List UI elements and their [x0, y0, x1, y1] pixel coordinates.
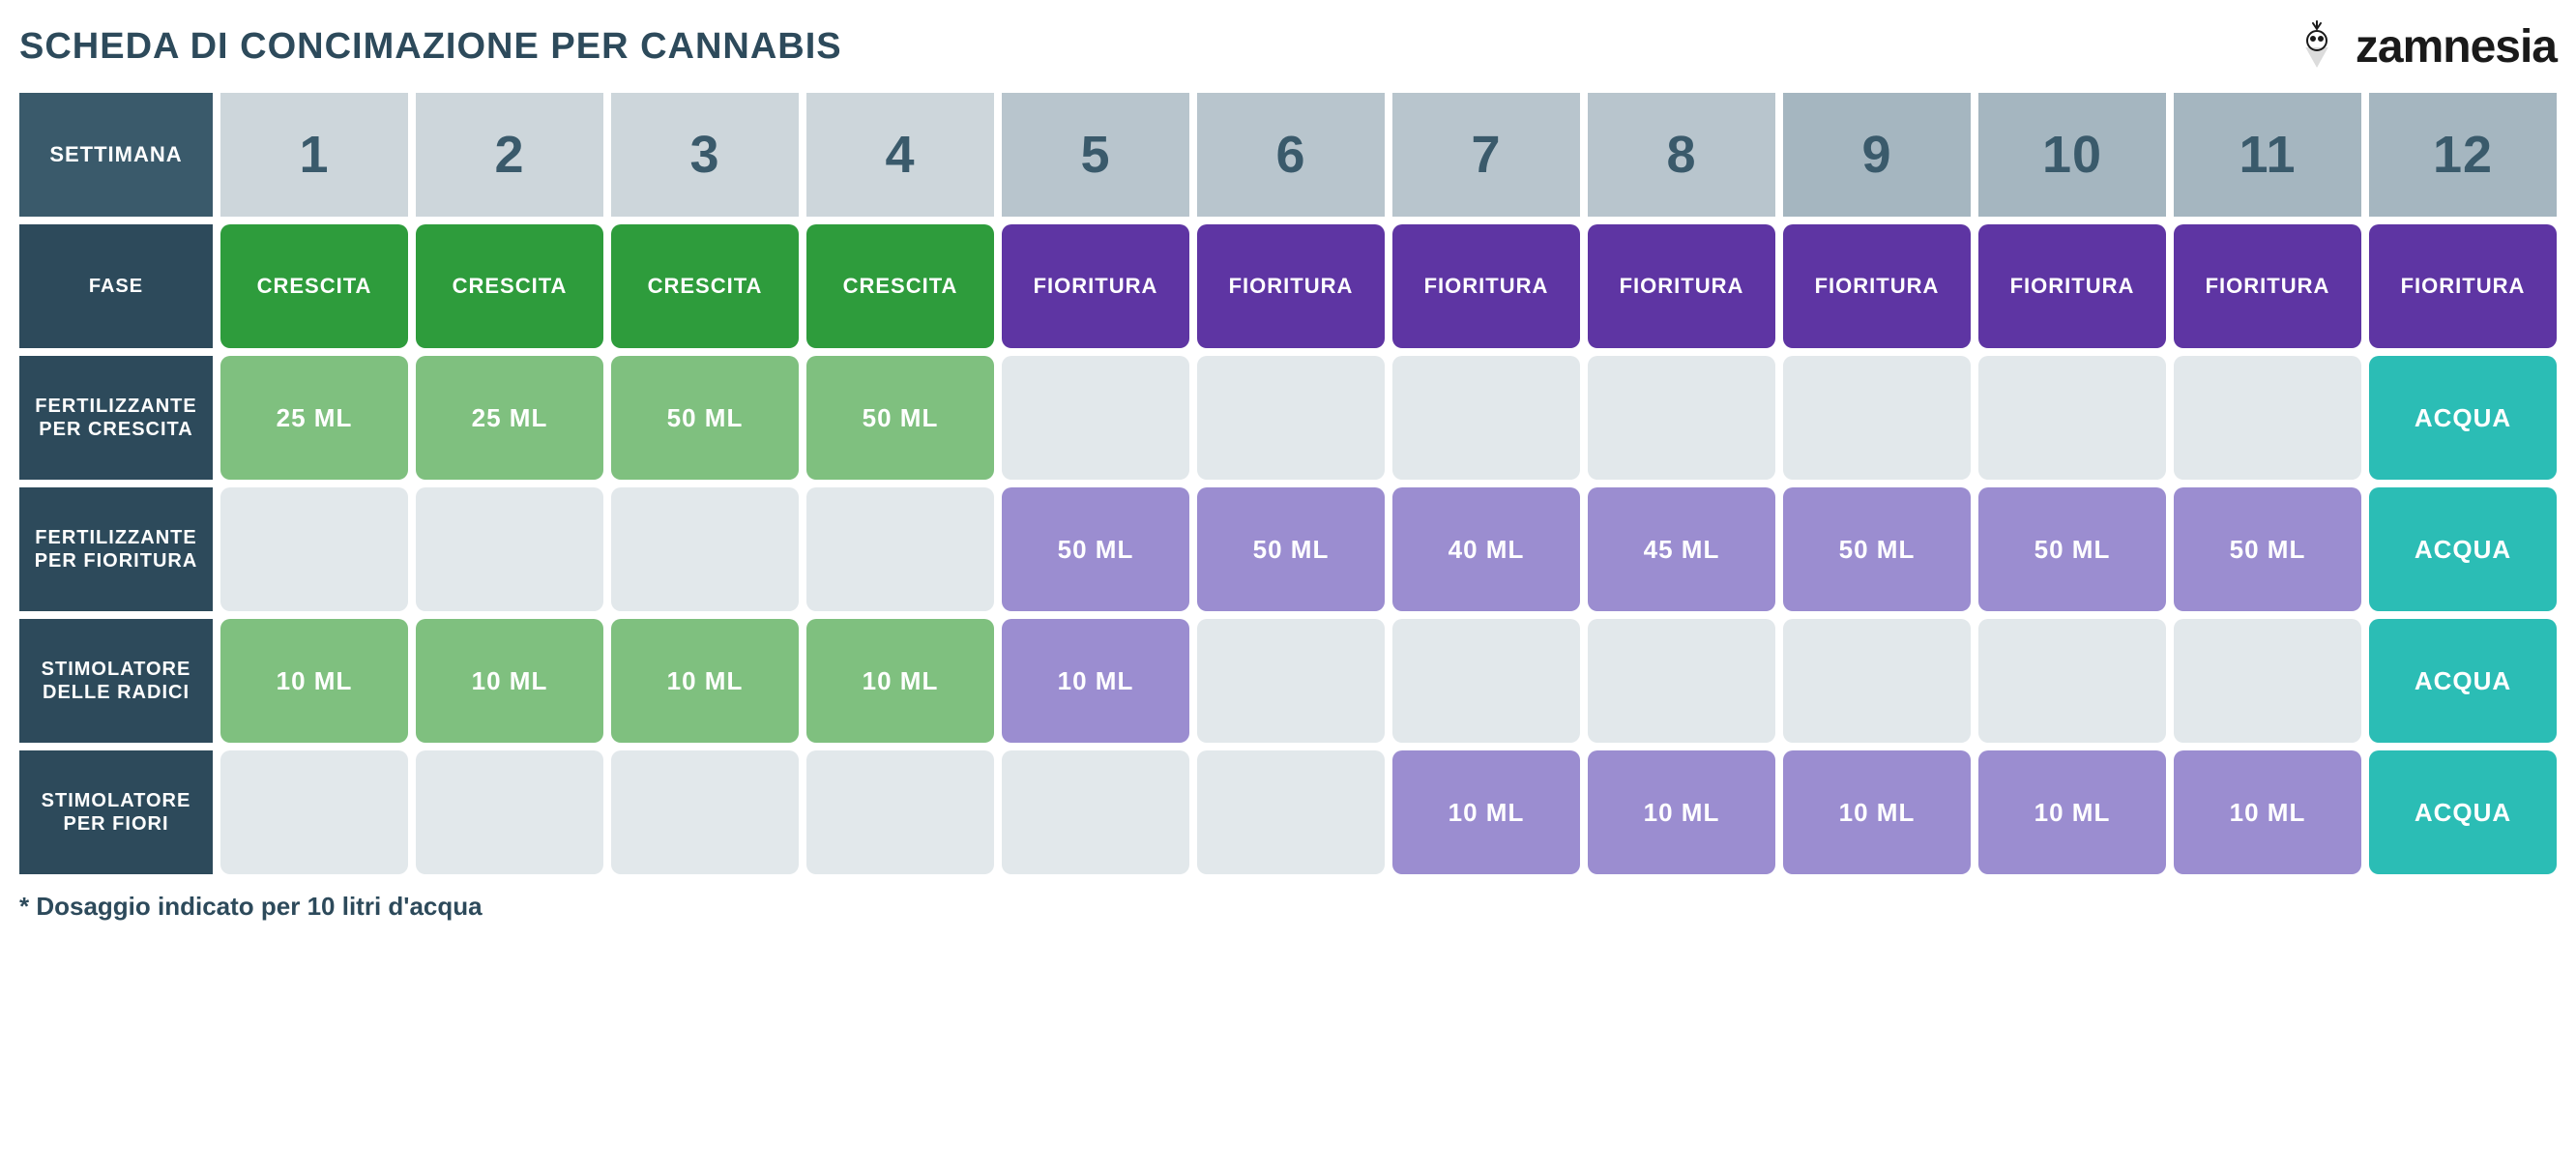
empty-cell	[806, 750, 994, 874]
data-cell: FIORITURA	[1588, 224, 1775, 348]
data-cell: FIORITURA	[1392, 224, 1580, 348]
data-cell: 10 ML	[1783, 750, 1971, 874]
brand: zamnesia	[2290, 19, 2557, 73]
week-number: 7	[1392, 93, 1580, 217]
row-header: STIMOLATORE DELLE RADICI	[19, 619, 213, 743]
brand-name: zamnesia	[2356, 20, 2557, 73]
week-number: 4	[806, 93, 994, 217]
empty-cell	[1392, 619, 1580, 743]
empty-cell	[1978, 356, 2166, 480]
data-cell: 10 ML	[611, 619, 799, 743]
row-header: FASE	[19, 224, 213, 348]
data-cell: 50 ML	[806, 356, 994, 480]
empty-cell	[1783, 619, 1971, 743]
data-cell: 10 ML	[806, 619, 994, 743]
empty-cell	[2174, 619, 2361, 743]
data-cell: 50 ML	[1783, 487, 1971, 611]
data-cell: 25 ML	[220, 356, 408, 480]
empty-cell	[1588, 356, 1775, 480]
data-cell: FIORITURA	[1197, 224, 1385, 348]
empty-cell	[416, 750, 603, 874]
footnote: * Dosaggio indicato per 10 litri d'acqua	[19, 892, 2557, 922]
empty-cell	[806, 487, 994, 611]
data-cell: CRESCITA	[611, 224, 799, 348]
empty-cell	[1002, 750, 1189, 874]
week-number: 5	[1002, 93, 1189, 217]
week-number: 1	[220, 93, 408, 217]
data-cell: CRESCITA	[416, 224, 603, 348]
empty-cell	[1197, 619, 1385, 743]
week-number: 6	[1197, 93, 1385, 217]
empty-cell	[416, 487, 603, 611]
header: SCHEDA DI CONCIMAZIONE PER CANNABIS zamn…	[19, 19, 2557, 73]
empty-cell	[1197, 750, 1385, 874]
data-cell: 50 ML	[2174, 487, 2361, 611]
empty-cell	[220, 750, 408, 874]
data-cell: ACQUA	[2369, 356, 2557, 480]
data-cell: 10 ML	[416, 619, 603, 743]
data-cell: 50 ML	[1002, 487, 1189, 611]
empty-cell	[1392, 356, 1580, 480]
empty-cell	[1002, 356, 1189, 480]
empty-cell	[1783, 356, 1971, 480]
data-cell: 50 ML	[1197, 487, 1385, 611]
data-cell: 10 ML	[1392, 750, 1580, 874]
data-cell: 10 ML	[1002, 619, 1189, 743]
data-cell: 10 ML	[1588, 750, 1775, 874]
row-header: FERTILIZZANTE PER CRESCITA	[19, 356, 213, 480]
data-cell: CRESCITA	[806, 224, 994, 348]
data-cell: ACQUA	[2369, 487, 2557, 611]
data-cell: 50 ML	[611, 356, 799, 480]
data-cell: 25 ML	[416, 356, 603, 480]
data-cell: CRESCITA	[220, 224, 408, 348]
feeding-schedule-table: SETTIMANA123456789101112FASECRESCITACRES…	[19, 93, 2557, 874]
data-cell: ACQUA	[2369, 619, 2557, 743]
data-cell: FIORITURA	[1978, 224, 2166, 348]
data-cell: ACQUA	[2369, 750, 2557, 874]
week-header-label: SETTIMANA	[19, 93, 213, 217]
row-header: FERTILIZZANTE PER FIORITURA	[19, 487, 213, 611]
brand-logo-icon	[2290, 19, 2344, 73]
week-number: 2	[416, 93, 603, 217]
week-number: 9	[1783, 93, 1971, 217]
week-number: 11	[2174, 93, 2361, 217]
data-cell: FIORITURA	[1002, 224, 1189, 348]
data-cell: 40 ML	[1392, 487, 1580, 611]
empty-cell	[611, 750, 799, 874]
empty-cell	[2174, 356, 2361, 480]
week-number: 8	[1588, 93, 1775, 217]
empty-cell	[220, 487, 408, 611]
data-cell: 45 ML	[1588, 487, 1775, 611]
week-number: 3	[611, 93, 799, 217]
page-title: SCHEDA DI CONCIMAZIONE PER CANNABIS	[19, 26, 842, 68]
empty-cell	[611, 487, 799, 611]
data-cell: 10 ML	[220, 619, 408, 743]
week-number: 12	[2369, 93, 2557, 217]
row-header: STIMOLATORE PER FIORI	[19, 750, 213, 874]
empty-cell	[1588, 619, 1775, 743]
data-cell: FIORITURA	[1783, 224, 1971, 348]
week-number: 10	[1978, 93, 2166, 217]
empty-cell	[1197, 356, 1385, 480]
data-cell: FIORITURA	[2369, 224, 2557, 348]
data-cell: 50 ML	[1978, 487, 2166, 611]
data-cell: FIORITURA	[2174, 224, 2361, 348]
data-cell: 10 ML	[1978, 750, 2166, 874]
empty-cell	[1978, 619, 2166, 743]
data-cell: 10 ML	[2174, 750, 2361, 874]
